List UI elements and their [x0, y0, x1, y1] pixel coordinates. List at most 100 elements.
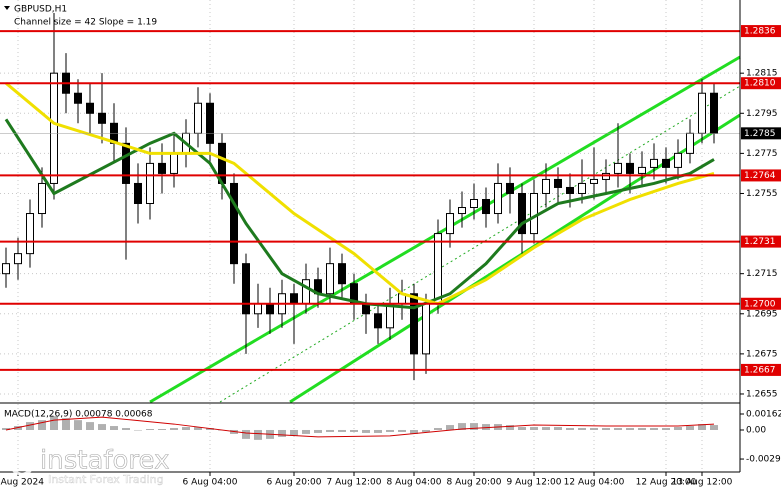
candle-body [518, 192, 526, 235]
candle-body [710, 92, 718, 134]
channel-middle [219, 85, 741, 403]
x-tick-label: 6 Aug 20:00 [267, 478, 322, 488]
candle-body [422, 303, 430, 355]
candle-body [566, 186, 574, 194]
macd-bar [146, 429, 154, 430]
macd-bar [134, 429, 142, 431]
y-tick-label: 1.2715 [746, 269, 778, 279]
macd-signal [5, 416, 715, 438]
macd-bar [374, 429, 382, 433]
candle-body [134, 182, 142, 205]
candle-body [542, 178, 550, 194]
candle-body [338, 263, 346, 285]
level-label: 1.2731 [744, 237, 776, 247]
macd-y-tick-label: 0.00162 [746, 409, 781, 419]
level-label-box [741, 363, 781, 376]
macd-bar [86, 422, 94, 430]
macd-bar [530, 427, 538, 430]
candle-body [146, 162, 154, 205]
macd-bar [170, 428, 178, 430]
candle-body [434, 233, 442, 305]
macd-bar [338, 429, 346, 432]
x-tick-label: 9 Aug 12:00 [507, 478, 562, 488]
macd-bar [50, 416, 58, 430]
candle-body [26, 213, 34, 255]
candle-body [698, 92, 706, 134]
level-label-box [741, 25, 781, 38]
macd-bar [662, 428, 670, 430]
macd-bar [602, 428, 610, 430]
macd-bar [590, 428, 598, 430]
level-label: 1.2764 [744, 171, 776, 181]
chart-title: GBPUSD,H1 [14, 5, 67, 15]
macd-bar [2, 428, 10, 430]
macd-bar [626, 428, 634, 430]
y-tick-label: 1.2695 [746, 309, 778, 319]
macd-bar [398, 429, 406, 432]
macd-bar [674, 427, 682, 430]
macd-bar [458, 423, 466, 430]
candle-body [662, 158, 670, 168]
y-tick-label: 1.2795 [746, 109, 778, 119]
logo-brand: instaforex [40, 446, 169, 476]
macd-bar [194, 427, 202, 430]
candle-body [14, 253, 22, 265]
y-tick-label: 1.2655 [746, 389, 778, 399]
candle-body [470, 198, 478, 209]
macd-bar [314, 429, 322, 433]
y-tick-label: 1.2815 [746, 69, 778, 79]
x-tick-label: 6 Aug 04:00 [183, 478, 238, 488]
candle-body [122, 142, 130, 184]
macd-bar [74, 420, 82, 430]
macd-bar [326, 429, 334, 432]
x-tick-label: 13 Aug 12:00 [672, 478, 733, 488]
macd-bar [422, 429, 430, 432]
macd-bar [98, 424, 106, 430]
candle-body [326, 263, 334, 295]
macd-y-tick-label: -0.00294 [746, 455, 781, 465]
macd-bar [614, 428, 622, 430]
candle-body [302, 279, 310, 305]
macd-bar [110, 426, 118, 430]
macd-bar [38, 420, 46, 430]
candle-body [506, 182, 514, 194]
candle-body [602, 172, 610, 180]
candle-body [590, 178, 598, 184]
candle-body [674, 152, 682, 168]
macd-bar [62, 418, 70, 430]
macd-bar [710, 425, 718, 430]
candle-body [206, 102, 214, 144]
macd-bar [242, 429, 250, 439]
candle-body [74, 92, 82, 104]
watermark: instaforex Instant Forex Trading [8, 445, 170, 486]
candle-body [530, 192, 538, 235]
candle-body [686, 132, 694, 154]
level-label-box [741, 235, 781, 248]
candle-body [446, 213, 454, 235]
macd-bar [554, 427, 562, 430]
candle-body [290, 293, 298, 305]
candle-body [266, 303, 274, 315]
x-tick-label: 2 Aug 2024 [0, 478, 44, 488]
macd-bar [518, 427, 526, 430]
candle-body [554, 178, 562, 188]
macd-bar [410, 429, 418, 434]
x-tick-label: 8 Aug 04:00 [387, 478, 442, 488]
candle-body [254, 303, 262, 315]
candle-body [230, 182, 238, 265]
macd-bar [506, 425, 514, 430]
macd-bar [278, 429, 286, 437]
macd-bar [434, 428, 442, 430]
candle-body [650, 158, 658, 168]
moving-average [4, 118, 715, 310]
candle-body [194, 102, 202, 134]
macd-bar [446, 425, 454, 430]
candle-body [98, 112, 106, 124]
candle-body [2, 263, 10, 275]
candle-body [578, 182, 586, 194]
macd-bar [350, 429, 358, 432]
current-price-label: 1.2785 [744, 129, 776, 139]
level-label: 1.2836 [744, 27, 776, 37]
macd-bar [302, 429, 310, 434]
